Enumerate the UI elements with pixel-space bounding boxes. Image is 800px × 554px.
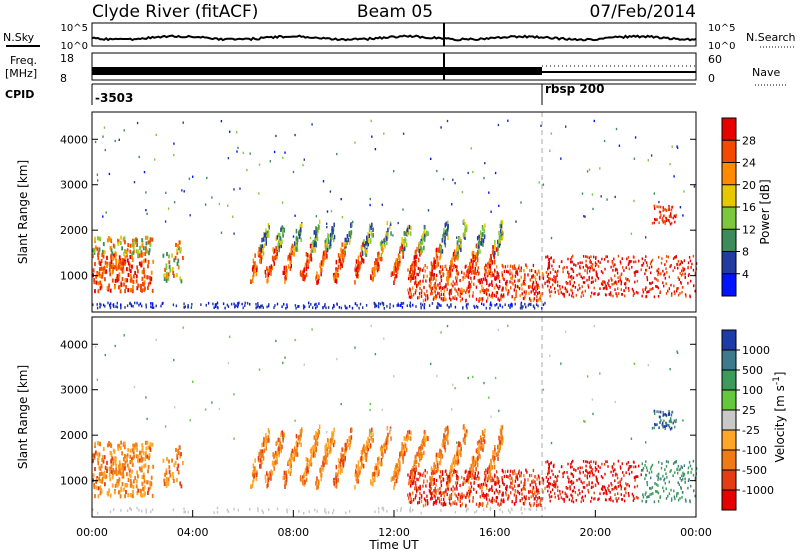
colorbar-swatch [722, 251, 736, 275]
colorbar-swatch [722, 184, 736, 208]
nsky-label: N.Sky [3, 31, 35, 44]
velocity-data [92, 324, 698, 515]
colorbar-swatch [722, 410, 736, 431]
colorbar-swatch [722, 350, 736, 371]
cpid-row: CPID -3503 rbsp 200 [5, 82, 696, 105]
y-tick-label: 2000 [60, 429, 88, 442]
velocity-colorbar: 1000 500 100 25 -25 -100 -500 -1000 [721, 329, 774, 511]
freq-label: Freq. [10, 54, 37, 67]
power-y-axis: 1000 2000 3000 4000 [60, 133, 696, 283]
y-tick-label: 2000 [60, 224, 88, 237]
colorbar-tick-label: 25 [742, 404, 756, 417]
cpid-second: rbsp 200 [545, 82, 604, 96]
colorbar-tick-label: -500 [742, 464, 767, 477]
beam-title: Beam 05 [357, 2, 433, 22]
y-tick-label: 1000 [60, 270, 88, 283]
noise-tick-high-right: 10^5 [708, 23, 735, 34]
nsearch-label: N.Search [746, 31, 796, 44]
colorbar-swatch [722, 430, 736, 451]
nave-label: Nave [752, 66, 780, 79]
freq-tick-high: 18 [60, 52, 74, 65]
velocity-panel-border [91, 316, 697, 518]
colorbar-swatch [722, 330, 736, 351]
colorbar-tick-label: 28 [742, 134, 756, 147]
time-xlabel: Time UT [368, 538, 419, 552]
colorbar-tick-label: -100 [742, 444, 767, 457]
colorbar-swatch [722, 207, 736, 230]
noise-tick-high-left: 10^5 [61, 23, 88, 34]
x-tick-label: 20:00 [579, 526, 611, 539]
freq-tick-low: 8 [60, 72, 67, 85]
colorbar-swatch [722, 118, 736, 141]
freq-panel: Freq. [MHz] 18 8 60 0 Nave [5, 52, 786, 86]
power-colorbar-label: Power [dB] [758, 179, 772, 244]
colorbar-swatch [722, 470, 736, 491]
y-tick-label: 4000 [60, 133, 88, 146]
cpid-label: CPID [5, 88, 34, 101]
colorbar-tick-label: -1000 [742, 484, 774, 497]
noise-tick-low-right: 10^0 [708, 41, 735, 52]
colorbar-tick-label: 100 [742, 384, 763, 397]
colorbar-swatch [722, 490, 736, 511]
colorbar-tick-label: -25 [742, 424, 760, 437]
y-tick-label: 1000 [60, 475, 88, 488]
y-tick-label: 4000 [60, 338, 88, 351]
x-tick-label: 12:00 [378, 526, 410, 539]
nsky-series [91, 34, 697, 42]
freq-unit: [MHz] [5, 67, 37, 80]
x-tick-label: 16:00 [479, 526, 511, 539]
power-ylabel: Slant Range [km] [16, 160, 30, 264]
colorbar-swatch [722, 370, 736, 391]
noise-panel-frame [91, 22, 697, 47]
colorbar-swatch [722, 450, 736, 471]
date-title: 07/Feb/2014 [590, 2, 696, 22]
freq-band [92, 67, 542, 75]
colorbar-tick-label: 500 [742, 364, 763, 377]
power-data [92, 119, 698, 310]
colorbar-frame [721, 329, 737, 511]
noise-tick-low-left: 10^0 [61, 41, 88, 52]
colorbar-swatch [722, 162, 736, 186]
time-x-axis: 00:00 04:00 08:00 12:00 16:00 20:00 00:00 [76, 510, 712, 539]
colorbar-swatch [722, 390, 736, 411]
y-tick-label: 3000 [60, 384, 88, 397]
colorbar-swatch [722, 140, 736, 163]
velocity-y-axis: 1000 2000 3000 4000 [60, 338, 696, 488]
colorbar-tick-label: 16 [742, 201, 756, 214]
station-title: Clyde River (fitACF) [92, 2, 258, 22]
freq-panel-frame [91, 52, 697, 81]
colorbar-tick-label: 20 [742, 179, 756, 192]
y-tick-label: 3000 [60, 179, 88, 192]
power-colorbar: 28 24 20 16 12 8 4 [721, 117, 756, 297]
colorbar-tick-label: 1000 [742, 344, 770, 357]
colorbar-swatch [722, 273, 736, 297]
nave-tick-high: 60 [708, 53, 722, 66]
velocity-colorbar-label: Velocity [m s-1] [772, 372, 787, 463]
colorbar-tick-label: 24 [742, 157, 756, 170]
cpid-first: -3503 [95, 91, 133, 105]
x-tick-label: 00:00 [680, 526, 712, 539]
colorbar-tick-label: 8 [742, 246, 749, 259]
velocity-ylabel: Slant Range [km] [16, 365, 30, 469]
x-tick-label: 04:00 [177, 526, 209, 539]
noise-panel: N.Sky 10^5 10^0 10^5 10^0 N.Search [3, 22, 796, 52]
colorbar-tick-label: 12 [742, 223, 756, 236]
colorbar-swatch [722, 229, 736, 252]
x-tick-label: 08:00 [277, 526, 309, 539]
nave-tick-low: 0 [708, 72, 715, 85]
colorbar-tick-label: 4 [742, 268, 749, 281]
power-panel-border [91, 111, 697, 313]
power-panel: 1000 2000 3000 4000 Slant Range [km] [16, 111, 698, 313]
velocity-panel: 1000 2000 3000 4000 00:00 04:00 08:00 12:00 16:… [16, 316, 712, 552]
x-tick-label: 00:00 [76, 526, 108, 539]
